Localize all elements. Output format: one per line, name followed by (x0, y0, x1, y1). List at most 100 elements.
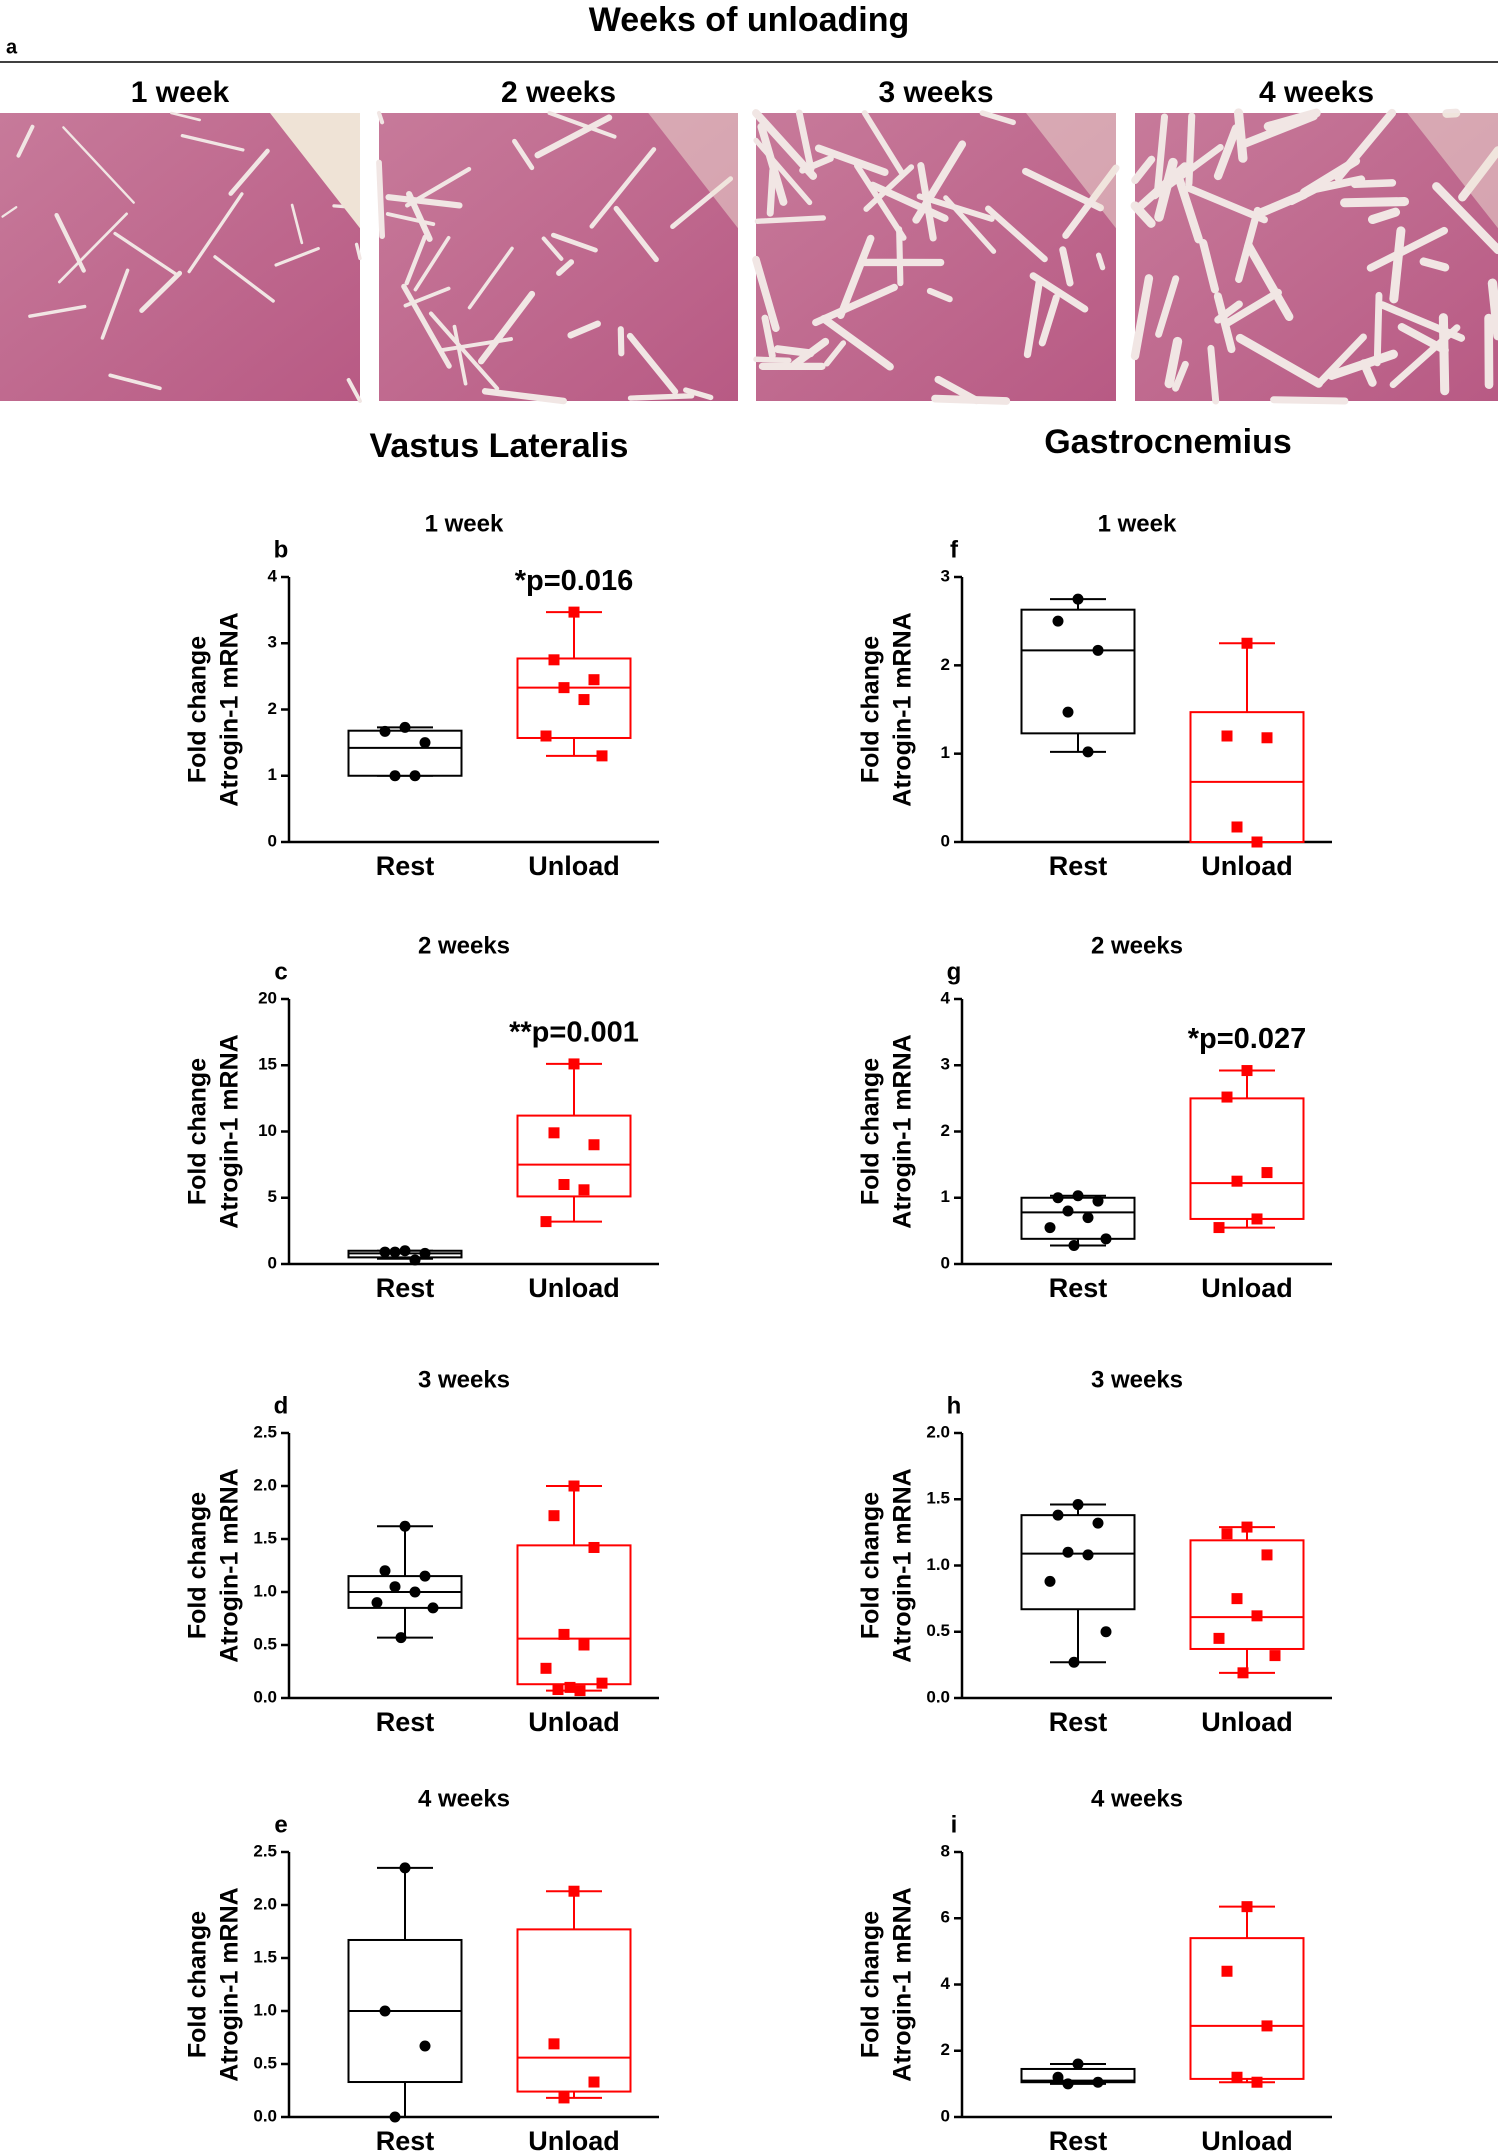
x-tick-label: Unload (1201, 1273, 1293, 1303)
x-tick-label: Rest (376, 1707, 435, 1737)
data-point (549, 1127, 560, 1138)
data-point (579, 694, 590, 705)
data-point (1053, 2072, 1064, 2083)
data-point (410, 1587, 421, 1598)
data-point (597, 750, 608, 761)
data-point (569, 1058, 580, 1069)
x-tick-label: Unload (1201, 851, 1293, 881)
data-point (1222, 731, 1233, 742)
data-point (1242, 1901, 1253, 1912)
data-point (1083, 1212, 1094, 1223)
y-tick-label: 3 (268, 633, 277, 652)
data-point (410, 1255, 421, 1266)
data-point (541, 1216, 552, 1227)
image-label: 4 weeks (1259, 76, 1374, 109)
data-point (380, 726, 391, 737)
box (1022, 610, 1135, 734)
box (1191, 1540, 1304, 1649)
y-tick-label: 0.0 (253, 2106, 277, 2125)
column-title: Gastrocnemius (1044, 423, 1292, 461)
data-point (1073, 594, 1084, 605)
data-point (1242, 1522, 1253, 1533)
x-tick-label: Unload (528, 2126, 620, 2151)
tissue-gap (334, 206, 344, 207)
y-axis-label: Fold change (184, 1058, 212, 1205)
data-point (380, 2006, 391, 2017)
box (349, 731, 462, 776)
y-axis-label: Atrogin-1 mRNA (216, 1034, 244, 1228)
image-label: 3 weeks (878, 76, 993, 109)
data-point (400, 1521, 411, 1532)
data-point (541, 731, 552, 742)
chart-title: 3 weeks (418, 1366, 510, 1393)
y-tick-label: 0.5 (926, 1621, 950, 1640)
data-point (1262, 2020, 1273, 2031)
data-point (1093, 1518, 1104, 1529)
panel-label: c (274, 958, 287, 985)
box (518, 1116, 631, 1197)
box (1022, 1198, 1135, 1239)
y-tick-label: 2 (268, 699, 277, 718)
y-tick-label: 4 (941, 988, 951, 1007)
tissue-gap (1239, 113, 1243, 158)
data-point (400, 1245, 411, 1256)
y-tick-label: 0.0 (253, 1687, 277, 1706)
y-axis-label: Atrogin-1 mRNA (216, 1887, 244, 2081)
x-tick-label: Rest (1049, 851, 1108, 881)
chart-title: 4 weeks (418, 1785, 510, 1812)
y-tick-label: 0 (268, 831, 277, 850)
data-point (549, 1510, 560, 1521)
data-point (1073, 1499, 1084, 1510)
y-tick-label: 2 (941, 655, 950, 674)
box (1022, 1515, 1135, 1609)
p-value-annotation: **p=0.001 (509, 1017, 639, 1049)
tissue-gap (756, 359, 789, 360)
x-tick-label: Rest (1049, 1273, 1108, 1303)
data-point (579, 1184, 590, 1195)
data-point (579, 1640, 590, 1651)
data-point (1252, 1213, 1263, 1224)
panel-label: d (274, 1392, 289, 1419)
y-tick-label: 0 (941, 831, 950, 850)
data-point (420, 1248, 431, 1259)
y-tick-label: 4 (268, 566, 278, 585)
data-point (559, 1179, 570, 1190)
data-point (1262, 1167, 1273, 1178)
y-tick-label: 20 (258, 988, 277, 1007)
y-axis-label: Atrogin-1 mRNA (889, 1034, 917, 1228)
y-axis-label: Fold change (184, 1911, 212, 2058)
data-point (1222, 1528, 1233, 1539)
data-point (1238, 1667, 1249, 1678)
tissue-gap (379, 162, 382, 236)
data-point (589, 1139, 600, 1150)
image-label: 1 week (131, 76, 230, 109)
data-point (1232, 821, 1243, 832)
y-axis-label: Fold change (857, 636, 885, 783)
data-point (420, 1571, 431, 1582)
y-axis-label: Fold change (184, 636, 212, 783)
data-point (569, 607, 580, 618)
y-tick-label: 1.0 (926, 1555, 950, 1574)
y-axis-label: Atrogin-1 mRNA (216, 612, 244, 806)
x-tick-label: Rest (376, 2126, 435, 2151)
x-tick-label: Unload (1201, 1707, 1293, 1737)
x-tick-label: Unload (528, 1707, 620, 1737)
x-tick-label: Rest (376, 851, 435, 881)
tissue-gap (1355, 183, 1393, 184)
data-point (390, 1247, 401, 1258)
data-point (1270, 1650, 1281, 1661)
data-point (1063, 707, 1074, 718)
data-point (410, 770, 421, 781)
data-point (541, 1663, 552, 1674)
panel-label: h (947, 1392, 962, 1419)
y-tick-label: 0 (941, 2106, 950, 2125)
tissue-gap (1189, 116, 1192, 183)
data-point (1262, 732, 1273, 743)
y-axis-label: Atrogin-1 mRNA (889, 612, 917, 806)
y-tick-label: 1.0 (253, 1581, 277, 1600)
y-tick-label: 10 (258, 1121, 277, 1140)
data-point (1242, 1065, 1253, 1076)
data-point (428, 1602, 439, 1613)
data-point (1053, 1510, 1064, 1521)
y-tick-label: 0 (268, 1253, 277, 1272)
